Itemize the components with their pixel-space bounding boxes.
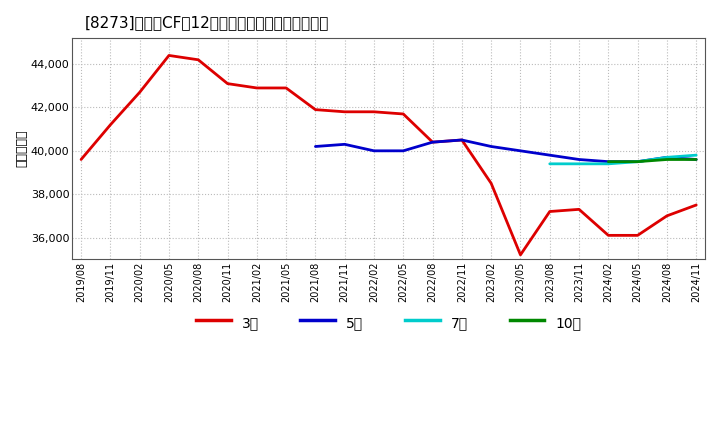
Legend: 3年, 5年, 7年, 10年: 3年, 5年, 7年, 10年 [190,308,587,336]
Y-axis label: （百万円）: （百万円） [15,130,28,167]
Text: [8273]　営業CFの12か月移動合計の平均値の推移: [8273] 営業CFの12か月移動合計の平均値の推移 [85,15,329,30]
